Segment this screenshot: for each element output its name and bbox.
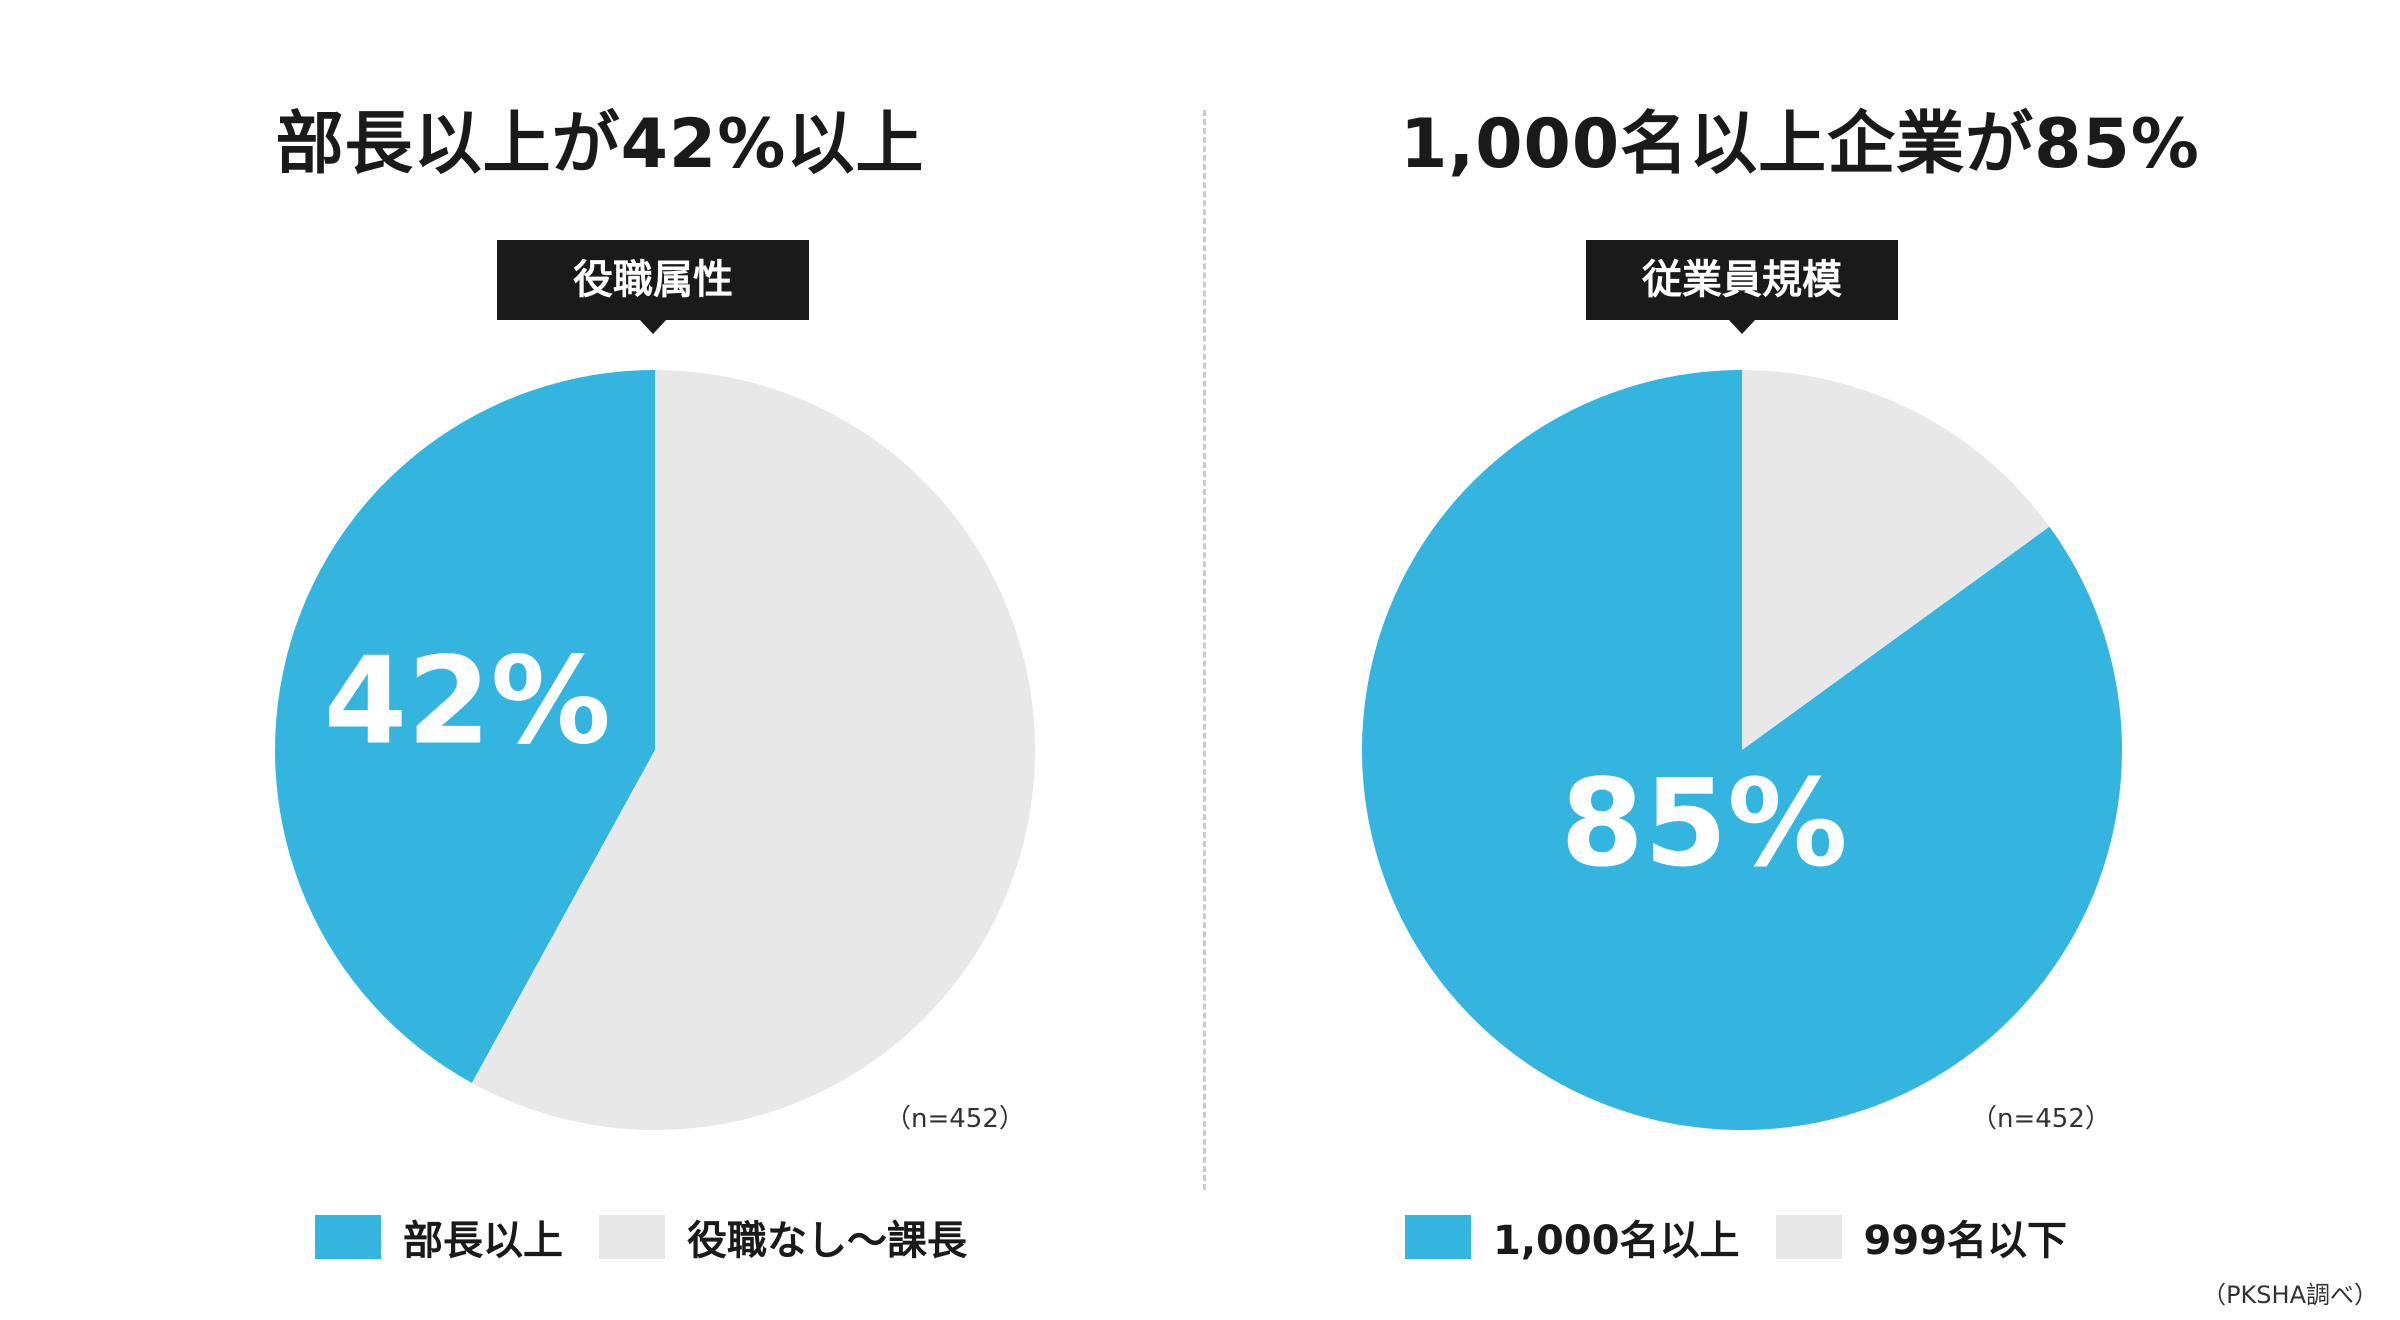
pie-slice-secondary: [471, 370, 1035, 1130]
legend-item: 1,000名以上: [1405, 1208, 1740, 1266]
legend-item: 部長以上: [315, 1208, 563, 1266]
legend: 1,000名以上 999名以下: [1405, 1208, 2103, 1266]
legend-label: 1,000名以上: [1493, 1218, 1740, 1264]
divider-line: [1203, 110, 1206, 1190]
slice-value-label: 42%: [324, 632, 611, 771]
pie-chart-company-size: 85%: [1362, 370, 2122, 1130]
legend-swatch-secondary: [599, 1215, 665, 1259]
chart-title: 1,000名以上企業が85%: [1400, 105, 2200, 184]
category-tag: 従業員規模: [1586, 240, 1898, 334]
legend-swatch-secondary: [1775, 1215, 1842, 1259]
slice-value-label: 85%: [1560, 755, 1847, 894]
legend-item: 999名以下: [1775, 1208, 2068, 1266]
pie-slice-primary: [275, 370, 655, 1083]
legend-swatch-primary: [1405, 1215, 1471, 1259]
legend-label: 999名以下: [1863, 1218, 2068, 1264]
pie-slice-secondary: [1742, 370, 2050, 750]
legend-label: 役職なし〜課長: [687, 1218, 967, 1264]
legend-label: 部長以上: [403, 1218, 563, 1264]
chart-panel-role: 部長以上が42%以上 役職属性 42% （n=452） 部長以上 役職なし〜課長: [275, 105, 1035, 1266]
source-note: （PKSHA調べ）: [2202, 1281, 2378, 1309]
chart-title: 部長以上が42%以上: [275, 105, 925, 184]
category-tag: 役職属性: [497, 240, 809, 334]
pie-chart-role: 42%: [275, 370, 1035, 1130]
legend: 部長以上 役職なし〜課長: [315, 1208, 1003, 1266]
sample-size-note: （n=452）: [1971, 1104, 2111, 1134]
chart-panel-company-size: 1,000名以上企業が85% 従業員規模 85% （n=452） 1,000名以…: [1200, 0, 2400, 1320]
sample-size-note: （n=452）: [885, 1104, 1025, 1134]
legend-item: 役職なし〜課長: [599, 1208, 967, 1266]
legend-swatch-primary: [315, 1215, 381, 1259]
